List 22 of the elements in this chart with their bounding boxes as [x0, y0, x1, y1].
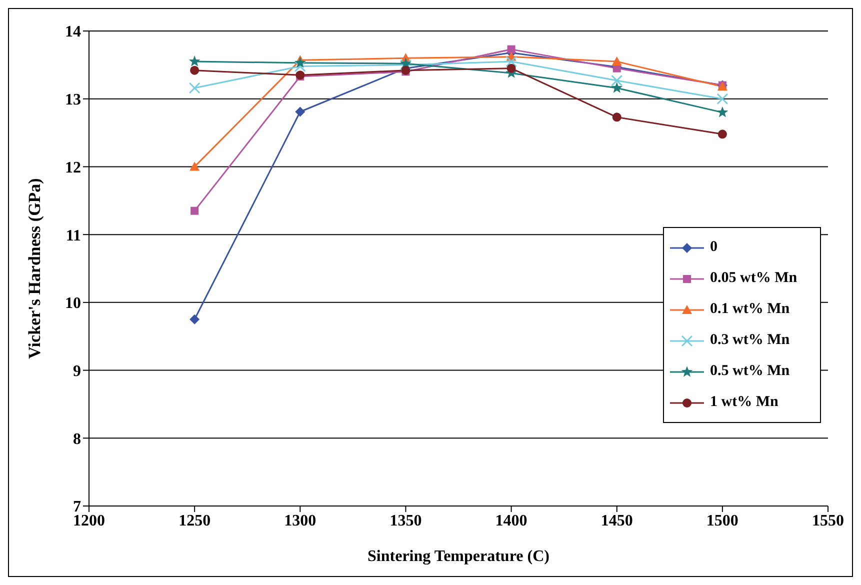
y-tick-label: 10	[65, 295, 81, 312]
x-tick-label: 1400	[495, 512, 528, 530]
x-tick-label: 1300	[284, 512, 316, 530]
legend-label: 0.3 wt% Mn	[710, 332, 790, 349]
x-tick-label: 1350	[390, 512, 422, 530]
legend-label: 0.5 wt% Mn	[710, 363, 790, 380]
y-tick-label: 12	[65, 159, 81, 176]
y-tick-label: 11	[66, 227, 81, 244]
legend-label: 0	[710, 239, 718, 256]
y-tick-label: 9	[73, 362, 81, 380]
x-tick-label: 1550	[812, 512, 844, 530]
legend-label: 0.05 wt% Mn	[710, 270, 798, 287]
x-axis-title: Sintering Temperature (C)	[368, 548, 550, 565]
x-tick-label: 1500	[706, 512, 738, 530]
y-tick-label: 8	[73, 430, 81, 448]
y-axis-title: Vicker's Hardness (GPa)	[25, 178, 44, 359]
legend-label: 0.1 wt% Mn	[710, 301, 790, 318]
y-tick-label: 13	[65, 92, 81, 109]
x-tick-label: 1450	[600, 512, 633, 530]
legend-label: 1 wt% Mn	[710, 394, 778, 411]
x-tick-label: 1250	[178, 512, 211, 530]
y-tick-label: 14	[65, 24, 81, 41]
